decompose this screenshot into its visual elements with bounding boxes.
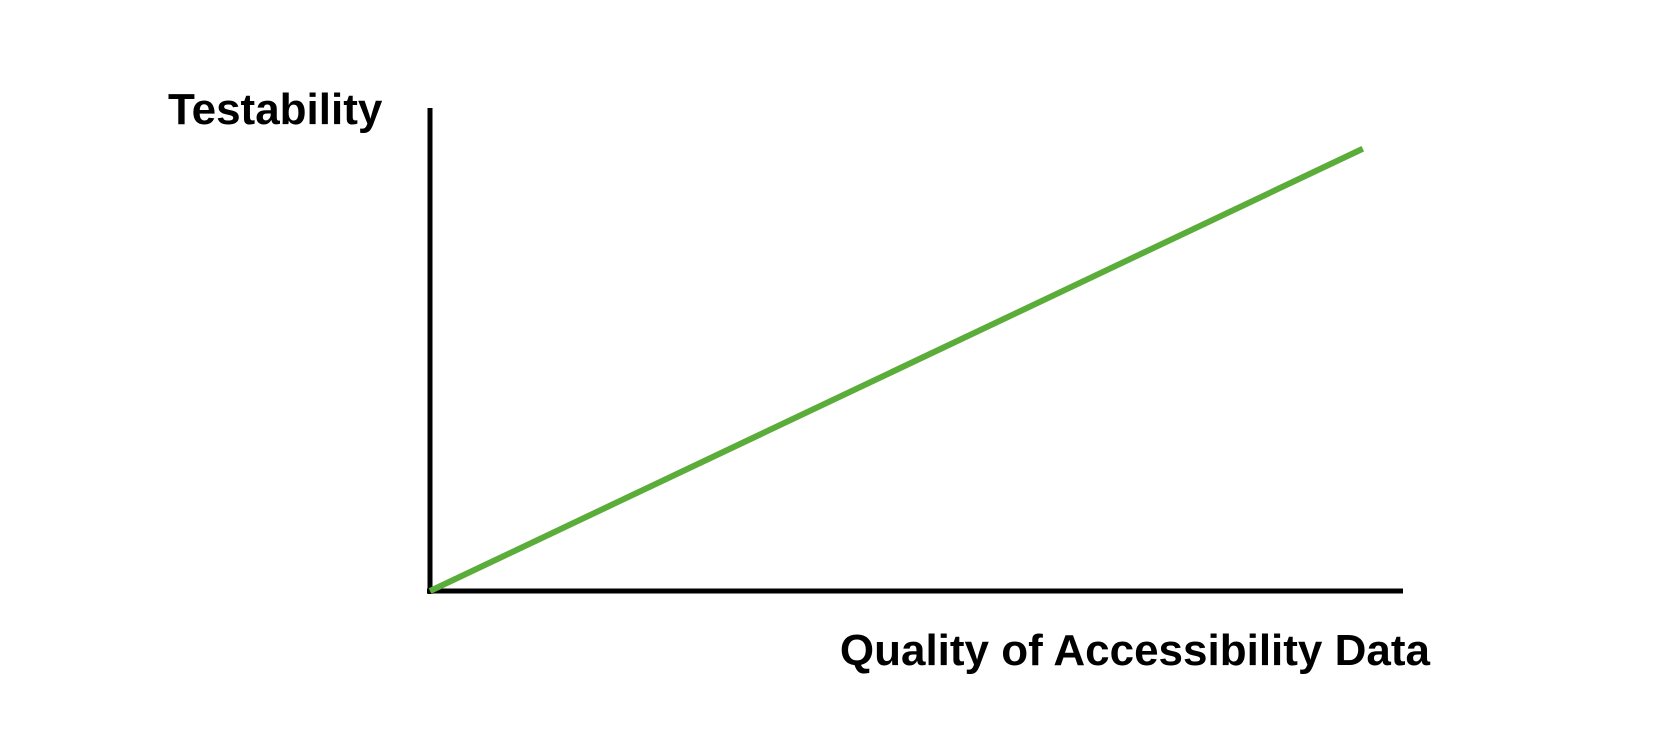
y-axis-label: Testability	[168, 85, 383, 134]
series-line-0	[428, 146, 1365, 594]
x-axis-label: Quality of Accessibility Data	[840, 626, 1431, 675]
series-layer	[428, 146, 1365, 594]
